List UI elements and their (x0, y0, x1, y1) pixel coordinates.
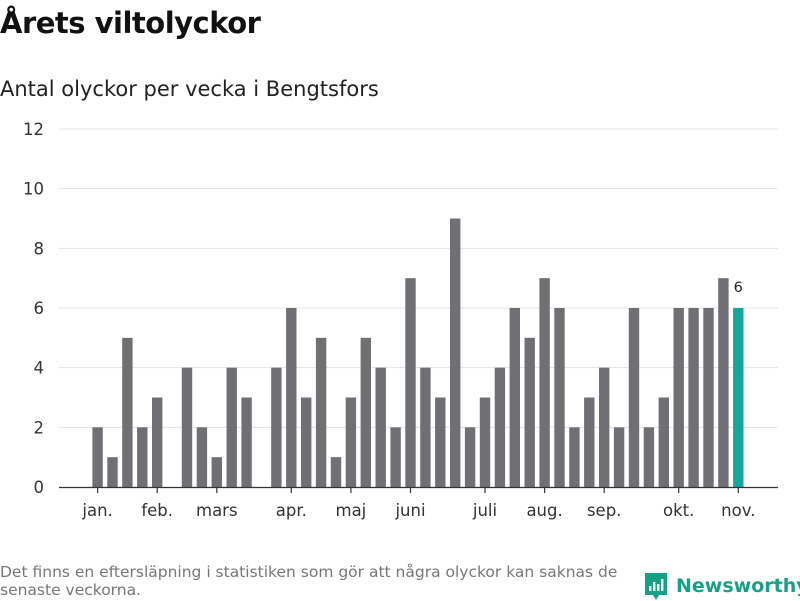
bar (286, 308, 297, 487)
brand-name: Newsworthy (676, 575, 800, 597)
x-tick-label: juni (394, 501, 425, 520)
bar (360, 337, 371, 487)
bar (330, 457, 342, 487)
x-tick-label: feb. (141, 501, 173, 520)
bar (241, 397, 252, 487)
bar-highlight (733, 308, 744, 487)
bar (196, 427, 208, 487)
bar (122, 337, 133, 487)
x-tick-label: maj (336, 501, 367, 520)
bar (539, 278, 550, 487)
y-tick-label: 6 (34, 299, 45, 318)
x-tick-label: jan. (81, 501, 112, 520)
x-tick-label: sep. (587, 501, 621, 520)
bar (315, 337, 327, 487)
x-tick-label: apr. (276, 501, 307, 520)
y-tick-label: 2 (34, 418, 45, 437)
y-tick-label: 8 (34, 239, 45, 258)
chart-title: Årets viltolyckor (0, 6, 261, 40)
brand-logo: Newsworthy (644, 571, 800, 601)
x-tick-label: nov. (721, 501, 755, 520)
newsworthy-logo-icon (645, 573, 667, 600)
bar (569, 427, 580, 487)
bar (450, 218, 461, 487)
data-label: 6 (734, 280, 743, 296)
bar (420, 367, 431, 487)
bar-chart: 0 2 4 6 8 10 12 6 jan. feb. mars apr. maj juni juli aug… (23, 120, 778, 520)
bar (554, 308, 565, 487)
bar (390, 427, 401, 487)
bar (92, 427, 103, 487)
bar (613, 427, 625, 487)
bar (494, 367, 506, 487)
bar (524, 337, 535, 487)
bar (703, 308, 714, 487)
bar (405, 278, 416, 487)
bar (718, 278, 729, 487)
y-tick-label: 0 (34, 478, 45, 497)
bar (464, 427, 476, 487)
x-tick-label: okt. (663, 501, 694, 520)
bar (584, 397, 595, 487)
bar (509, 308, 520, 487)
y-tick-label: 4 (34, 359, 45, 378)
bar (152, 397, 163, 487)
bar (658, 397, 669, 487)
bar (271, 367, 282, 487)
bar (673, 308, 684, 487)
x-tick-label: aug. (526, 501, 562, 520)
bar (688, 308, 699, 487)
bar (435, 397, 446, 487)
bar (643, 427, 655, 487)
bar (226, 367, 237, 487)
y-tick-label: 10 (23, 180, 44, 199)
bar (301, 397, 312, 487)
chart-subtitle: Antal olyckor per vecka i Bengtsfors (0, 77, 379, 101)
y-tick-label: 12 (23, 120, 44, 139)
bar (181, 367, 193, 487)
x-tick-label: mars (196, 501, 238, 520)
bar (479, 397, 491, 487)
bar (628, 308, 640, 487)
bar (375, 367, 386, 487)
bar (599, 367, 610, 487)
x-tick-label: juli (472, 501, 497, 520)
footnote: Det finns en eftersläpning i statistiken… (0, 563, 618, 599)
bar (345, 397, 357, 487)
bar (137, 427, 148, 487)
bar (211, 457, 222, 487)
bar (107, 457, 118, 487)
